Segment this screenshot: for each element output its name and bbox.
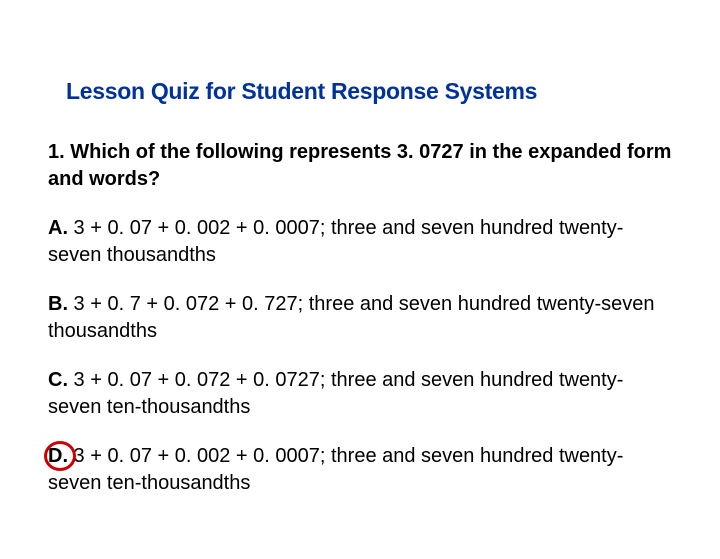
slide-title: Lesson Quiz for Student Response Systems [66,78,672,105]
option-label: C. [48,369,68,391]
option-text: 3 + 0. 07 + 0. 002 + 0. 0007; three and … [48,445,623,494]
option-c[interactable]: C. 3 + 0. 07 + 0. 072 + 0. 0727; three a… [48,367,672,421]
option-text: 3 + 0. 07 + 0. 002 + 0. 0007; three and … [48,217,623,266]
option-label: B. [48,293,68,315]
option-b[interactable]: B. 3 + 0. 7 + 0. 072 + 0. 727; three and… [48,291,672,345]
option-d[interactable]: D. 3 + 0. 07 + 0. 002 + 0. 0007; three a… [48,443,672,497]
option-a[interactable]: A. 3 + 0. 07 + 0. 002 + 0. 0007; three a… [48,215,672,269]
question-body: Which of the following represents 3. 072… [48,141,671,190]
option-text: 3 + 0. 07 + 0. 072 + 0. 0727; three and … [48,369,623,418]
question-number: 1. [48,141,65,163]
option-text: 3 + 0. 7 + 0. 072 + 0. 727; three and se… [48,293,655,342]
quiz-slide: Lesson Quiz for Student Response Systems… [0,0,720,559]
question-text: 1. Which of the following represents 3. … [48,139,672,193]
option-label: D. [48,445,68,467]
option-label: A. [48,217,68,239]
